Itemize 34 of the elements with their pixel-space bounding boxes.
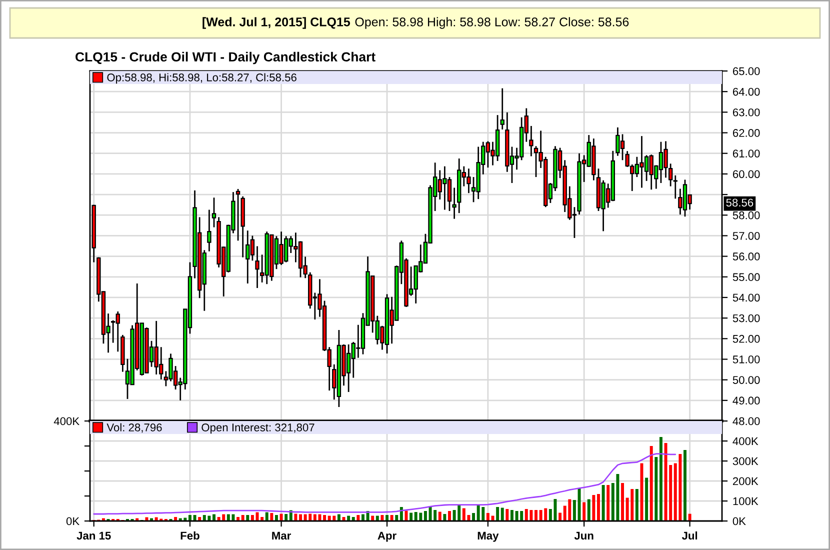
y-tick-label: 60.00 bbox=[732, 170, 760, 178]
y-tick-label: 53.00 bbox=[732, 314, 760, 322]
chart-title: CLQ15 - Crude Oil WTI - Daily Candlestick Chart bbox=[76, 52, 376, 64]
text: Open: 58.98 High: 58.98 Low: 58.27 Close: 58.56 bbox=[355, 17, 629, 29]
legend-label: Open Interest: 321,807 bbox=[202, 424, 314, 434]
y-tick-label: 52.00 bbox=[732, 334, 760, 343]
text: 58.56 bbox=[726, 198, 754, 207]
y2-tick-label: 200K bbox=[732, 477, 758, 486]
x-tick-label: Feb bbox=[180, 531, 200, 540]
y-tick-label: 61.00 bbox=[732, 150, 760, 158]
y-tick-label: 58.00 bbox=[732, 211, 760, 220]
legend-label: Vol: 28,796 bbox=[106, 423, 162, 433]
x-tick-label: Apr bbox=[378, 532, 396, 542]
x-tick-label: Jul bbox=[682, 531, 698, 540]
legend-label: Op:58.98, Hi:58.98, Lo:58.27, Cl:58.56 bbox=[107, 73, 296, 84]
y-tick-label: 49.00 bbox=[732, 396, 760, 405]
y2-tick-label: 100K bbox=[733, 497, 758, 506]
x-tick-label: Jan 15 bbox=[76, 532, 111, 540]
y-tick-label: 56.00 bbox=[732, 252, 760, 260]
x-tick-label: Mar bbox=[272, 532, 291, 540]
y-tick-label: 54.00 bbox=[732, 294, 760, 302]
y2-tick-label: 300K bbox=[732, 457, 758, 466]
y-tick-label: 65.00 bbox=[732, 67, 760, 76]
y-tick-label: 62.00 bbox=[732, 129, 760, 137]
y-tick-label: 64.00 bbox=[732, 88, 760, 96]
y-tick-label: 55.00 bbox=[732, 273, 760, 282]
text: [Wed. Jul 1, 2015] CLQ15 bbox=[202, 17, 350, 29]
y-tick-label: 51.00 bbox=[732, 356, 760, 364]
y-tick-label: 63.00 bbox=[732, 108, 760, 116]
y-tick-label: 48.00 bbox=[732, 417, 760, 426]
x-tick-label: Jun bbox=[574, 532, 594, 540]
x-tick-label: May bbox=[478, 532, 499, 542]
y-tick-label: 50.00 bbox=[732, 376, 760, 384]
y-tick-label: 57.00 bbox=[732, 232, 760, 240]
